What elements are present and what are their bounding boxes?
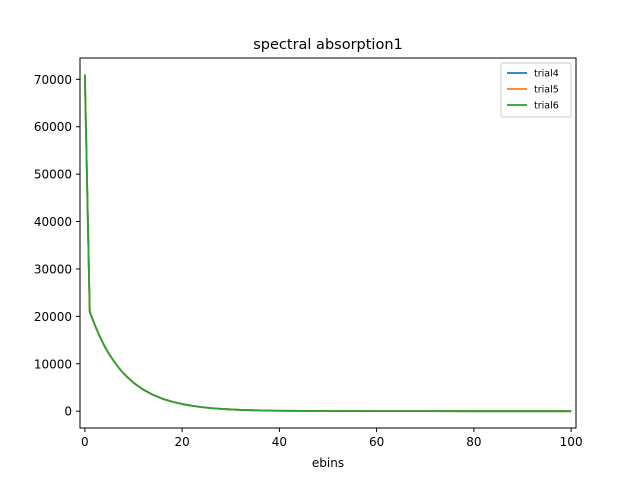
- y-tick-label: 40000: [34, 215, 72, 229]
- x-tick-label: 60: [369, 435, 384, 449]
- x-tick-label: 100: [560, 435, 583, 449]
- y-tick-label: 60000: [34, 120, 72, 134]
- plot-frame: [79, 57, 577, 429]
- x-axis-label: ebins: [312, 456, 344, 470]
- axes-layer: 0 20 40 60 80 100 0 10000 20000 30000 40000 50000 60…: [34, 57, 583, 449]
- y-tick-label: 0: [64, 405, 72, 419]
- legend-box: [500, 62, 572, 118]
- series-layer: [83, 74, 572, 413]
- x-tick-label: 0: [81, 435, 89, 449]
- series-line-trial6: [83, 74, 572, 413]
- legend-label-trial4: trial4: [534, 69, 559, 80]
- y-tick-label: 50000: [34, 168, 72, 182]
- series-line-trial4: [83, 74, 572, 413]
- chart-title: spectral absorption1: [253, 37, 403, 53]
- x-tick-label: 80: [466, 435, 481, 449]
- series-line-trial5: [83, 74, 572, 413]
- y-tick-label: 10000: [34, 357, 72, 371]
- legend-label-trial5: trial5: [534, 85, 559, 96]
- legend-label-trial6: trial6: [534, 101, 559, 112]
- y-tick-label: 30000: [34, 262, 72, 276]
- x-tick-label: 40: [272, 435, 287, 449]
- x-tick-label: 20: [174, 435, 189, 449]
- legend: trial4 trial5 trial6: [500, 62, 572, 118]
- y-tick-label: 20000: [34, 310, 72, 324]
- y-tick-label: 70000: [34, 73, 72, 87]
